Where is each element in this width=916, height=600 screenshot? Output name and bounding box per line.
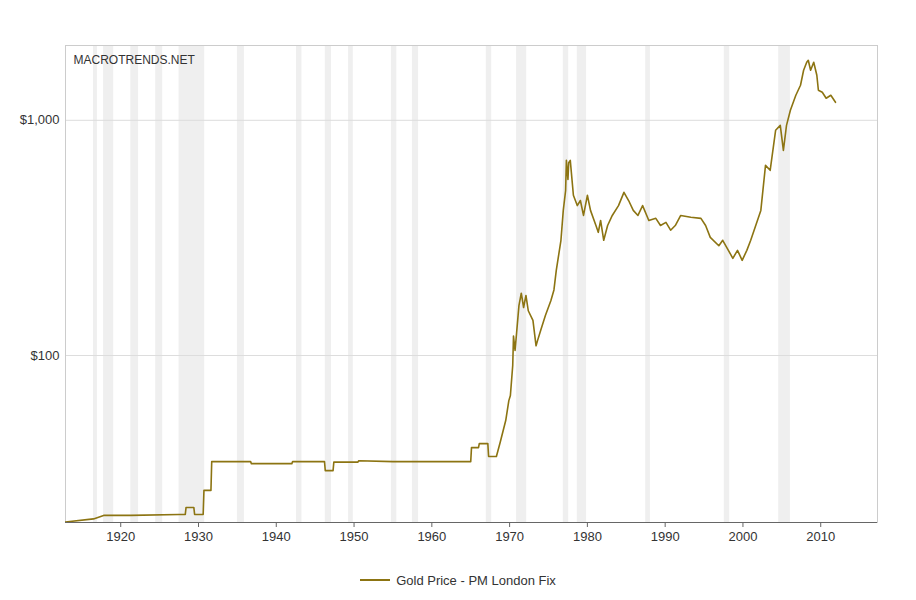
svg-text:$100: $100 — [31, 348, 60, 363]
svg-text:MACROTRENDS.NET: MACROTRENDS.NET — [74, 53, 196, 67]
svg-text:2010: 2010 — [806, 529, 835, 544]
svg-text:1970: 1970 — [495, 529, 524, 544]
svg-text:1950: 1950 — [340, 529, 369, 544]
svg-text:$1,000: $1,000 — [20, 112, 60, 127]
svg-text:1990: 1990 — [651, 529, 680, 544]
html-text:Gold Price - PM London Fix: Gold Price - PM London Fix — [396, 572, 556, 588]
svg-text:1960: 1960 — [417, 529, 446, 544]
svg-text:2000: 2000 — [728, 529, 757, 544]
svg-text:1920: 1920 — [106, 529, 135, 544]
svg-text:1930: 1930 — [184, 529, 213, 544]
svg-text:1940: 1940 — [262, 529, 291, 544]
svg-text:1980: 1980 — [573, 529, 602, 544]
